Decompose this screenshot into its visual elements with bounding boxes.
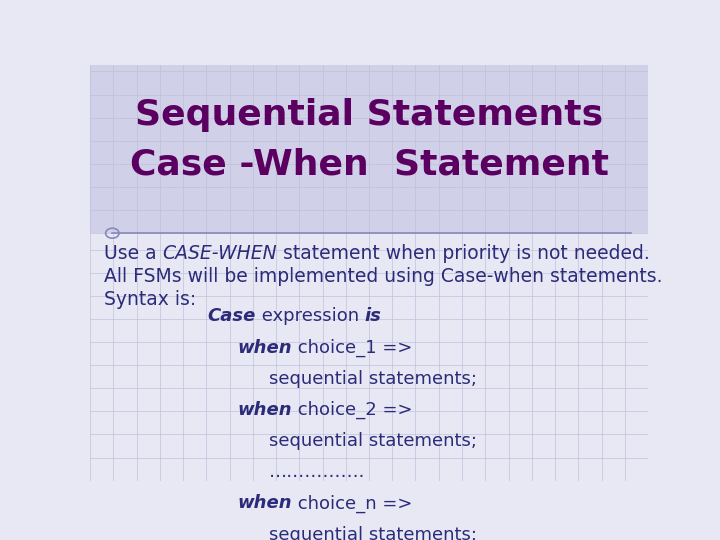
Text: Case: Case — [207, 307, 256, 326]
Text: when: when — [238, 339, 292, 356]
Text: sequential statements;: sequential statements; — [269, 370, 477, 388]
Text: expression: expression — [256, 307, 364, 326]
Text: Sequential Statements: Sequential Statements — [135, 98, 603, 132]
Text: …………….: ……………. — [269, 463, 365, 481]
Text: sequential statements;: sequential statements; — [269, 525, 477, 540]
Text: CASE-WHEN: CASE-WHEN — [163, 245, 277, 264]
Text: when: when — [238, 401, 292, 419]
Text: Case -When  Statement: Case -When Statement — [130, 147, 608, 181]
Text: All FSMs will be implemented using Case-when statements.: All FSMs will be implemented using Case-… — [104, 267, 662, 286]
Text: choice_n =>: choice_n => — [292, 494, 413, 512]
Text: Use a: Use a — [104, 245, 163, 264]
Text: when: when — [238, 495, 292, 512]
Text: is: is — [364, 307, 382, 326]
Text: statement when priority is not needed.: statement when priority is not needed. — [277, 245, 650, 264]
Text: choice_2 =>: choice_2 => — [292, 401, 413, 419]
Text: sequential statements;: sequential statements; — [269, 432, 477, 450]
Bar — [90, 65, 648, 233]
Text: Syntax is:: Syntax is: — [104, 290, 196, 309]
Text: choice_1 =>: choice_1 => — [292, 339, 413, 357]
